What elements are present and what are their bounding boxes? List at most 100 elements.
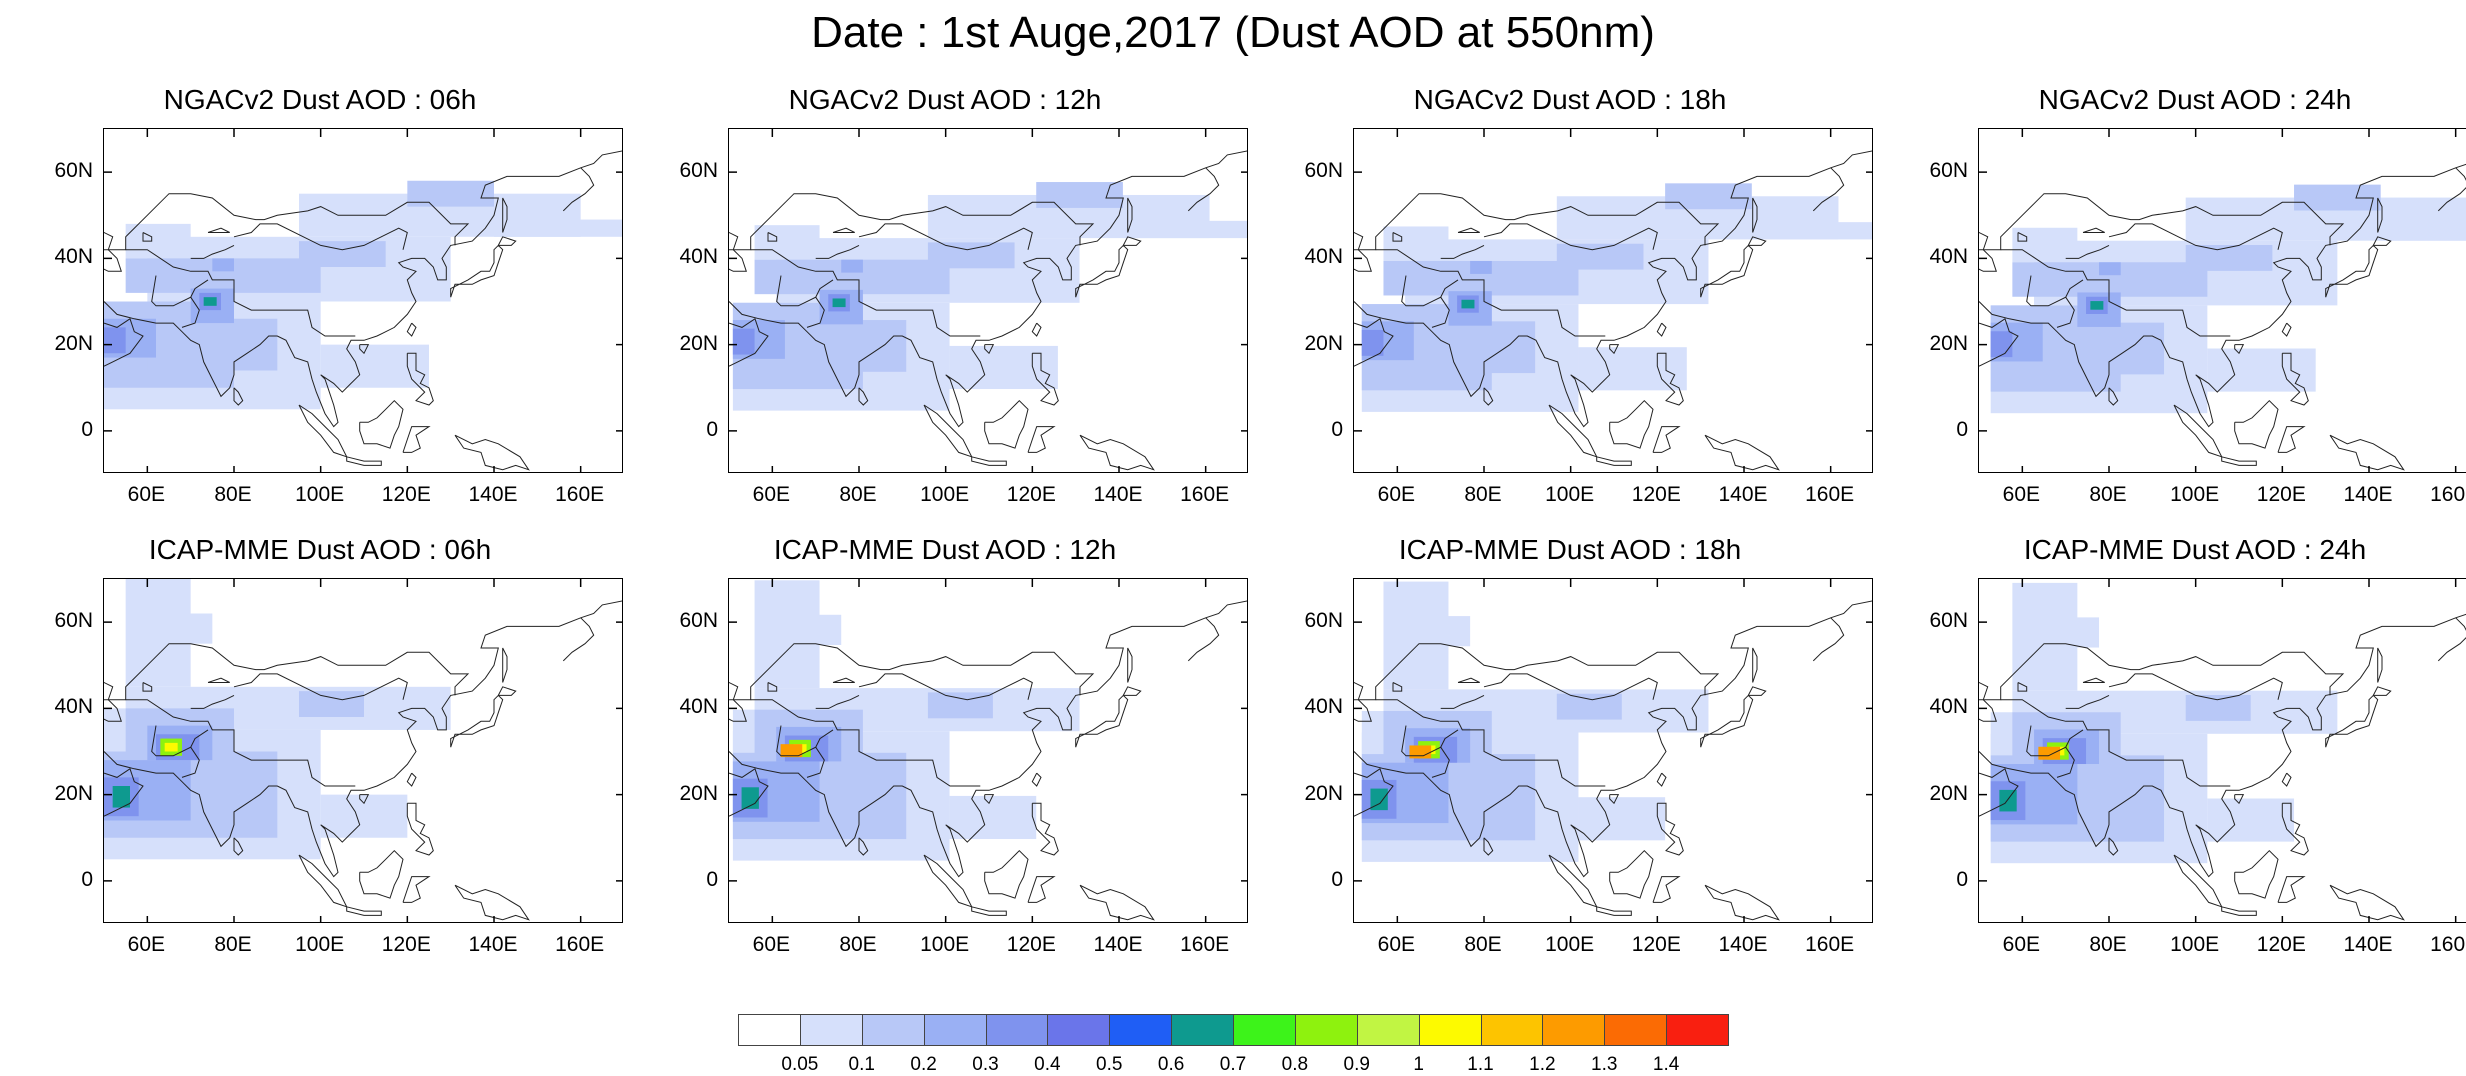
lon-tick-label: 60E [127, 933, 166, 956]
dust-cell [2034, 617, 2100, 648]
coastline [1979, 768, 2019, 817]
coastline [1652, 426, 1681, 453]
lon-tick-label: 80E [1464, 483, 1502, 506]
coastline [750, 699, 981, 787]
colorbar-box [1294, 1014, 1358, 1046]
coastline [1704, 884, 1780, 921]
coastline [1122, 686, 1142, 696]
colorbar-label: 0.05 [781, 1054, 819, 1075]
coastline [2017, 682, 2028, 692]
dust-cell [299, 241, 386, 267]
lon-tick-label: 120E [1631, 483, 1681, 506]
coastline [971, 906, 1007, 916]
dust-cell [320, 794, 408, 838]
panel-title: NGACv2 Dust AOD : 12h [788, 84, 1102, 115]
coastline [729, 768, 769, 817]
lat-tick-label: 0 [81, 867, 93, 891]
panel-title: ICAP-MME Dust AOD : 12h [773, 534, 1117, 565]
lon-tick-label: 120E [2256, 483, 2306, 506]
coastline [1375, 249, 1606, 337]
coastline [923, 854, 973, 908]
coastline [776, 275, 834, 307]
dust-cell [212, 258, 234, 272]
lat-tick-label: 60N [1304, 159, 1343, 183]
coastline [2221, 456, 2257, 466]
dust-aod-map [1978, 578, 2466, 923]
coastline [1609, 849, 1654, 899]
coastline [2056, 746, 2075, 778]
lat-tick-label: 60N [1304, 609, 1343, 633]
colorbar-box [1109, 1014, 1173, 1046]
coastline [2108, 387, 2119, 406]
coastline [1354, 193, 1720, 251]
lon-tick-label: 140E [1093, 933, 1143, 956]
panel-title: NGACv2 Dust AOD : 18h [1413, 84, 1727, 115]
coastline [1031, 802, 1059, 856]
coastline [832, 227, 855, 233]
dust-cell [112, 786, 130, 808]
coastline [776, 725, 834, 757]
colorbar-label: 1.1 [1467, 1054, 1494, 1075]
coastline [2000, 249, 2231, 337]
colorbar-box [799, 1014, 863, 1046]
dust-cell [832, 298, 846, 308]
coastline [2372, 686, 2392, 696]
coastline [2082, 227, 2105, 233]
coastline [1354, 150, 1872, 428]
lon-tick-label: 160E [1805, 933, 1855, 956]
coastline [767, 682, 778, 692]
coastline [1392, 682, 1403, 692]
coastline [729, 150, 1247, 428]
coastline [923, 404, 973, 458]
coastline [729, 193, 1095, 251]
lat-tick-label: 0 [1331, 417, 1343, 441]
dust-aod-map [1353, 128, 1873, 473]
coastline [2108, 837, 2119, 856]
dust-cell [2185, 695, 2251, 721]
colorbar-box [1356, 1014, 1420, 1046]
dust-cell [1409, 745, 1432, 759]
coastline [1979, 231, 1997, 272]
lat-tick-label: 60N [54, 609, 93, 633]
coastline [298, 404, 348, 458]
dust-aod-map [728, 128, 1248, 473]
coastline [1979, 193, 2345, 251]
coastline [1079, 434, 1155, 471]
coastline [502, 647, 508, 683]
map-panel-icap-18: ICAP-MME Dust AOD : 18h 60N 40N 20N 0 60E 80E 1… [1250, 534, 1890, 978]
coastline [1401, 275, 1459, 307]
colorbar-label: 0.6 [1157, 1054, 1185, 1075]
colorbar-label: 0.8 [1281, 1054, 1309, 1075]
coastline [1548, 404, 1598, 458]
coastline [562, 617, 595, 662]
lon-tick-label: 80E [839, 933, 877, 956]
lon-tick-label: 60E [1377, 483, 1416, 506]
lon-tick-label: 120E [1006, 933, 1056, 956]
coastline [104, 768, 144, 817]
dust-cell [494, 219, 622, 237]
coastline [359, 849, 404, 899]
coastline [1609, 399, 1654, 449]
dust-cell [147, 613, 213, 644]
dust-cell [147, 318, 278, 371]
lon-tick-label: 80E [839, 483, 877, 506]
coastline [2000, 699, 2231, 787]
lon-tick-label: 100E [920, 483, 970, 506]
coastline [729, 318, 769, 367]
lat-tick-label: 20N [54, 781, 93, 805]
coastline [2234, 794, 2245, 805]
colorbar-label: 1 [1413, 1054, 1424, 1075]
lat-tick-label: 20N [54, 331, 93, 355]
coastline [984, 849, 1029, 899]
coastline [2377, 647, 2383, 683]
coastline [1440, 244, 1485, 259]
dust-cell [1361, 329, 1384, 356]
coastline [207, 677, 230, 683]
lon-tick-label: 120E [2256, 933, 2306, 956]
coastline [1392, 232, 1403, 242]
lon-tick-label: 60E [127, 483, 166, 506]
coastline [1354, 231, 1372, 272]
coastline [1596, 456, 1632, 466]
dust-cell [732, 328, 755, 355]
coastline [1979, 681, 1997, 722]
